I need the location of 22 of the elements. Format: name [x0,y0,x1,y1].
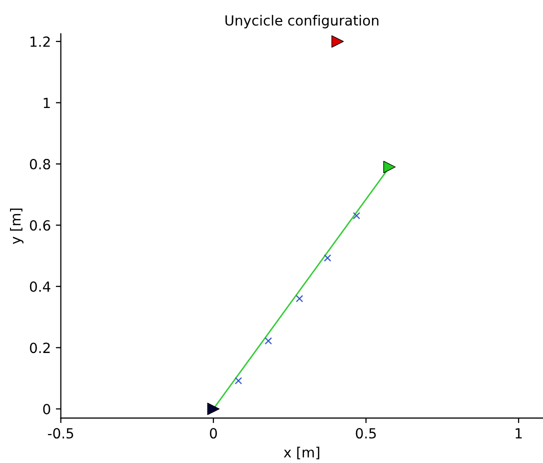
y-tick-label: 0 [43,404,50,414]
point [352,212,360,220]
y-tick-label: 0.2 [30,342,50,354]
y-tick-label: 0.8 [30,158,50,170]
x-tick-label: 1 [516,428,522,438]
y-tick-label: 1.2 [30,36,50,47]
x-axis-title: x [m] [284,446,320,460]
point [296,295,304,302]
point [207,402,220,416]
point [383,160,396,174]
x-tick-label: -0.5 [48,428,74,439]
x-tick-label: 0.5 [356,428,376,439]
point [324,254,332,262]
x-tick-label: 0 [210,428,217,439]
point [331,35,344,48]
y-tick-label: 1 [44,98,50,108]
y-tick-label: 0.6 [30,220,50,231]
point [234,377,242,384]
y-axis-title: y [m] [10,208,24,244]
point [264,337,272,345]
y-tick-label: 0.4 [30,281,50,292]
chart-title: Unycicle configuration [225,14,378,28]
